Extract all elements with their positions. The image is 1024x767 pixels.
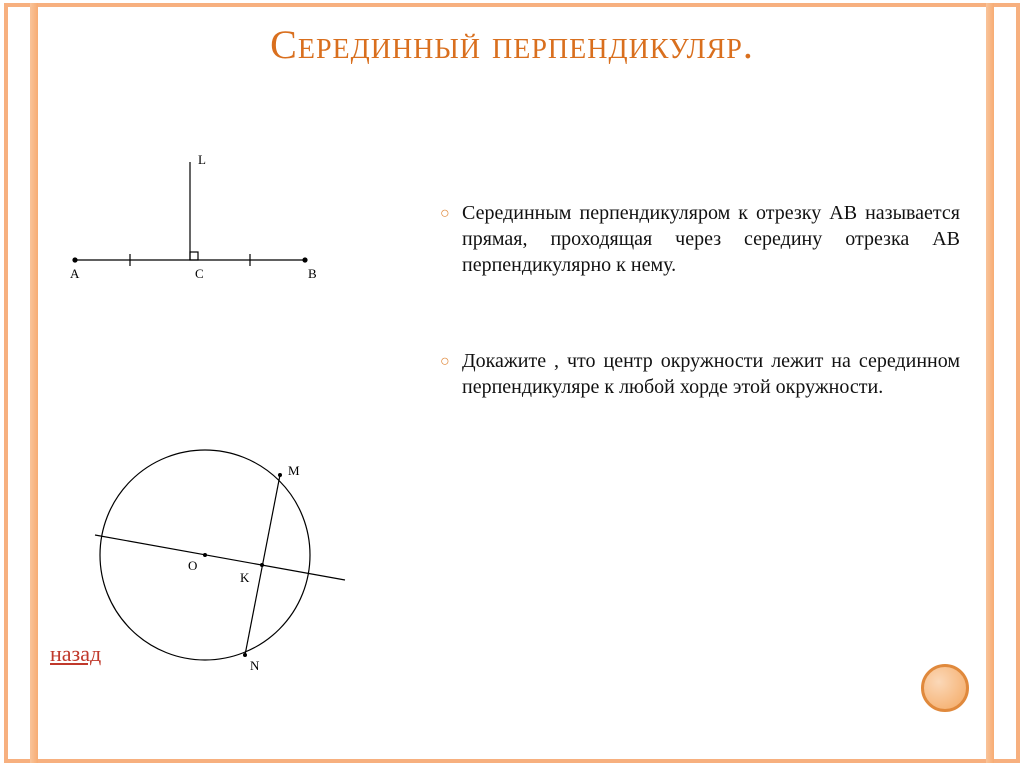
back-link[interactable]: назад bbox=[50, 641, 101, 667]
bullet-text: Серединным перпендикуляром к отрезку АВ … bbox=[462, 200, 960, 278]
bullet-mark-icon: ○ bbox=[440, 348, 462, 400]
page-title: Серединный перпендикуляр. bbox=[0, 20, 1024, 70]
label-K: K bbox=[240, 570, 250, 585]
label-M: M bbox=[288, 463, 300, 478]
decorative-circle-icon bbox=[921, 664, 969, 712]
slide: Серединный перпендикуляр. A B C L bbox=[0, 0, 1024, 767]
diagram-circle-chord: O M N K bbox=[80, 420, 350, 680]
label-N: N bbox=[250, 658, 260, 673]
bullet-item: ○ Докажите , что центр окружности лежит … bbox=[440, 348, 960, 400]
bullet-mark-icon: ○ bbox=[440, 200, 462, 278]
bullet-text: Докажите , что центр окружности лежит на… bbox=[462, 348, 960, 400]
label-B: B bbox=[308, 266, 317, 281]
label-O: O bbox=[188, 558, 197, 573]
label-C: C bbox=[195, 266, 204, 281]
bullet-item: ○ Серединным перпендикуляром к отрезку А… bbox=[440, 200, 960, 278]
label-L: L bbox=[198, 152, 206, 167]
diagram-perpendicular-bisector: A B C L bbox=[60, 150, 320, 320]
vertical-strip-right bbox=[986, 3, 994, 763]
label-A: A bbox=[70, 266, 80, 281]
vertical-strip-left bbox=[30, 3, 38, 763]
body-text-column: ○ Серединным перпендикуляром к отрезку А… bbox=[440, 200, 960, 470]
